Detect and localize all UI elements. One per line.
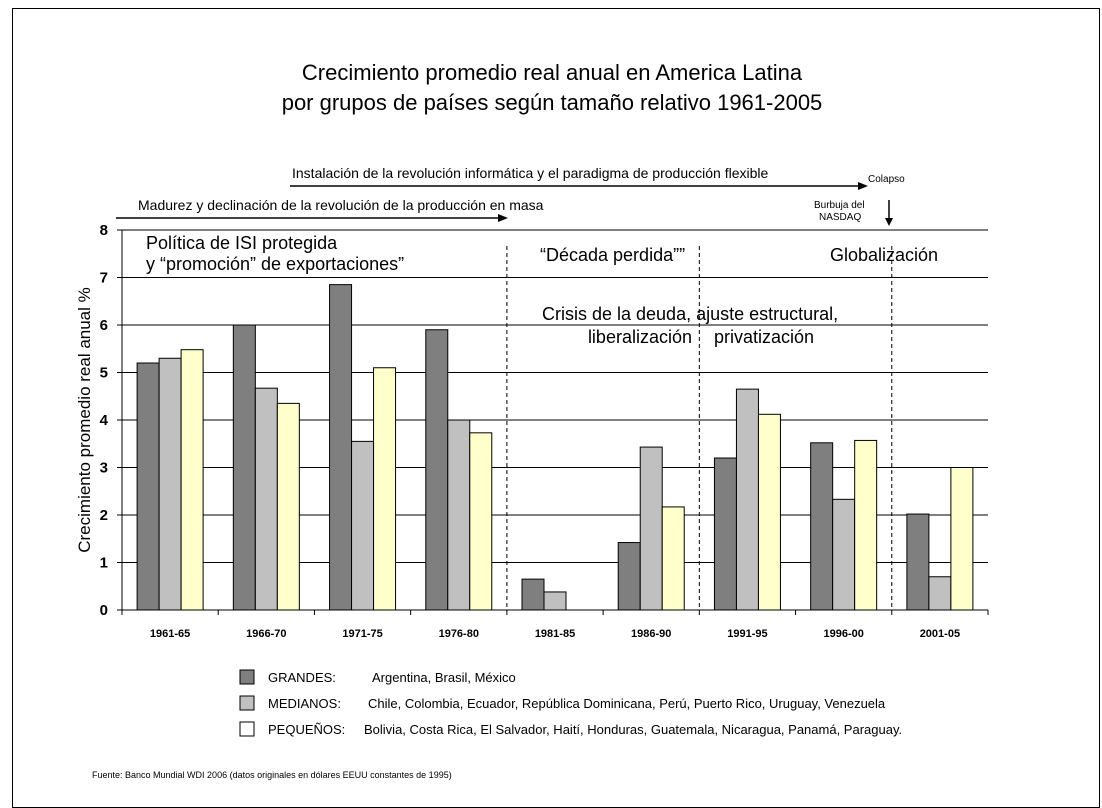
bar <box>661 506 685 611</box>
y-axis-ticks: 0 1 2 3 4 5 6 7 8 <box>100 222 122 619</box>
burbuja-arrow-head <box>885 218 893 226</box>
legend-name-grandes: GRANDES: <box>268 670 336 685</box>
y-tick-label: 2 <box>100 507 108 524</box>
colapso-label: Colapso <box>868 174 905 185</box>
y-tick-label: 0 <box>100 602 108 619</box>
burbuja-label-2: NASDAQ <box>819 212 861 223</box>
arrow-lower-label: Madurez y declinación de la revolución d… <box>138 197 544 213</box>
crisis-label-2a: liberalización <box>588 327 692 347</box>
arrow-lower-head <box>498 214 508 222</box>
bar <box>425 329 449 611</box>
chart-slide: Crecimiento promedio real anual en Ameri… <box>12 8 1100 808</box>
crisis-label-2b: privatización <box>714 327 814 347</box>
y-tick-label: 8 <box>100 222 108 239</box>
bar <box>329 284 353 611</box>
legend: GRANDES: Argentina, Brasil, México MEDIA… <box>239 669 902 737</box>
source-note: Fuente: Banco Mundial WDI 2006 (datos or… <box>92 770 452 780</box>
era-dividers <box>506 246 893 610</box>
era-label-isi-1: Política de ISI protegida <box>146 233 338 253</box>
x-tick-label: 1996-00 <box>823 628 863 640</box>
x-tick-label: 2001-05 <box>920 628 960 640</box>
bar <box>254 387 278 611</box>
bar <box>906 513 930 611</box>
bar <box>757 413 781 611</box>
bar <box>158 357 182 611</box>
legend-swatch-grandes <box>239 669 255 685</box>
x-tick-label: 1966-70 <box>246 628 286 640</box>
y-tick-label: 7 <box>100 270 108 287</box>
arrow-top-label: Instalación de la revolución informática… <box>292 165 768 181</box>
bar <box>276 402 300 611</box>
y-tick-label: 5 <box>100 365 108 382</box>
era-label-decada-perdida: “Década perdida”” <box>540 245 685 265</box>
legend-countries-medianos: Chile, Colombia, Ecuador, República Domi… <box>368 696 886 711</box>
crisis-label-1: Crisis de la deuda, ajuste estructural, <box>542 304 838 324</box>
bar <box>832 498 856 611</box>
bar <box>232 324 256 611</box>
bar <box>543 591 567 611</box>
x-tick-label: 1981-85 <box>535 628 575 640</box>
bar <box>351 440 375 611</box>
y-tick-label: 4 <box>100 412 109 429</box>
arrow-top-head <box>858 182 868 190</box>
era-label-globalizacion: Globalización <box>830 245 938 265</box>
bar <box>854 439 878 611</box>
bar <box>950 467 974 611</box>
y-tick-label: 6 <box>100 317 108 334</box>
x-tick-label: 1976-80 <box>439 628 479 640</box>
y-axis-label: Crecimiento promedio real anual % <box>75 287 94 553</box>
bar <box>469 432 493 611</box>
bar <box>713 457 737 611</box>
bar <box>136 362 160 611</box>
bar <box>373 367 397 611</box>
x-tick-label: 1971-75 <box>342 628 382 640</box>
legend-swatch-pequenos <box>239 721 255 737</box>
x-tick-label: 1991-95 <box>727 628 767 640</box>
y-tick-label: 3 <box>100 460 108 477</box>
x-axis-ticks: 1961-65 1966-70 1971-75 1976-80 1981-85 1986-… <box>121 610 989 640</box>
chart-title-line-1: Crecimiento promedio real anual en Ameri… <box>302 60 803 85</box>
bar <box>180 349 204 611</box>
y-tick-label: 1 <box>100 555 108 572</box>
x-tick-label: 1986-90 <box>631 628 671 640</box>
burbuja-label-1: Burbuja del <box>814 200 865 211</box>
era-label-isi-2: y “promoción” de exportaciones” <box>146 254 404 274</box>
bar <box>447 419 471 611</box>
legend-countries-pequenos: Bolivia, Costa Rica, El Salvador, Haití,… <box>364 722 902 737</box>
legend-name-medianos: MEDIANOS: <box>268 696 341 711</box>
legend-name-pequenos: PEQUEÑOS: <box>268 722 345 737</box>
legend-swatch-medianos <box>239 695 255 711</box>
bar <box>521 578 545 611</box>
bar <box>735 388 759 611</box>
chart-title-line-2: por grupos de países según tamaño relati… <box>282 90 823 115</box>
bar <box>639 446 663 611</box>
x-tick-label: 1961-65 <box>150 628 190 640</box>
bar <box>810 442 834 611</box>
legend-countries-grandes: Argentina, Brasil, México <box>372 670 516 685</box>
bar <box>928 576 952 611</box>
chart-canvas: Crecimiento promedio real anual en Ameri… <box>75 60 989 780</box>
bars-group <box>136 284 974 611</box>
bar <box>617 542 641 611</box>
